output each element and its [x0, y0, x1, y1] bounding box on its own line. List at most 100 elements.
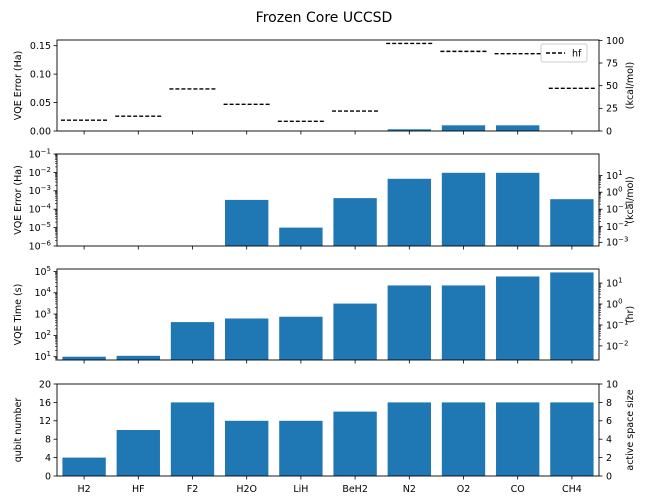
y-right-tick-label: 50 — [606, 81, 618, 92]
y-tick-label: 8 — [45, 435, 51, 446]
y-tick-label: 105 — [34, 265, 51, 278]
x-tick-label: H2 — [77, 484, 90, 495]
bar-lih — [279, 227, 323, 246]
y-tick-label: 10−3 — [29, 184, 51, 197]
y-right-tick-label: 8 — [606, 398, 612, 409]
y-tick-label: 0.05 — [30, 98, 51, 109]
bar-n2 — [387, 402, 431, 476]
x-tick-label: BeH2 — [342, 484, 368, 495]
bar-h2o — [225, 420, 269, 476]
y-tick-label: 20 — [39, 379, 51, 390]
bar-h2 — [62, 457, 106, 476]
chart-title: Frozen Core UCCSD — [256, 10, 393, 26]
bar-f2 — [170, 402, 215, 476]
bar-lih — [279, 420, 323, 476]
x-tick-label: LiH — [293, 484, 308, 495]
y-tick-label: 0.00 — [30, 126, 51, 137]
bar-beh2 — [333, 411, 377, 476]
panel-4: 0 4 8 12 16 20 0 2 4 6 8 10 H2 HF F2 H2O LiH BeH2 N2 O2 CO CH… — [13, 379, 636, 495]
bar-h2o — [225, 318, 269, 360]
y-right-tick-label: 25 — [606, 104, 618, 115]
y-tick-label: 10−6 — [29, 239, 52, 252]
x-tick-label: H2O — [236, 484, 257, 495]
y-right-axis-label: (hr) — [625, 306, 636, 323]
y-right-axis-label: (kcal/mol) — [625, 176, 636, 224]
bar-beh2 — [333, 303, 377, 360]
axes-frame — [56, 39, 600, 132]
y-right-tick-label: 10−1 — [606, 318, 628, 331]
y-tick-label: 10−4 — [29, 203, 52, 216]
y-tick-label: 101 — [34, 350, 51, 363]
bar-o2 — [441, 172, 486, 246]
x-tick-label: CO — [511, 484, 525, 495]
y-tick-label: 10−5 — [29, 221, 51, 234]
y-axis-label: qubit number — [13, 398, 24, 463]
bar-o2 — [441, 285, 486, 360]
x-tick-label: CH4 — [562, 484, 582, 495]
bar-o2 — [441, 402, 486, 476]
y-right-tick-label: 4 — [606, 435, 612, 446]
y-axis-label: VQE Error (Ha) — [13, 165, 24, 235]
x-tick-label: N2 — [403, 484, 416, 495]
bar-o2 — [441, 125, 486, 131]
bar-co — [496, 125, 540, 131]
y-right-tick-label: 100 — [606, 36, 624, 47]
bar-co — [496, 402, 540, 476]
y-right-axis-label: (kcal/mol) — [625, 62, 636, 110]
y-tick-label: 12 — [39, 416, 51, 427]
y-right-tick-label: 0 — [606, 126, 612, 137]
y-axis-label: VQE Time (s) — [13, 284, 24, 346]
y-right-tick-label: 75 — [606, 58, 618, 69]
legend-label: hf — [572, 49, 582, 60]
bar-f2 — [170, 322, 215, 360]
y-tick-label: 10−1 — [29, 147, 51, 160]
bar-co — [496, 276, 540, 360]
panel-2: 10−6 10−5 10−4 10−3 10−2 10−1 10−3 10−2 10−1 100 1… — [13, 147, 636, 252]
y-right-tick-label: 10−2 — [606, 220, 628, 233]
y-tick-label: 4 — [45, 453, 51, 464]
x-tick-label: O2 — [457, 484, 471, 495]
y-right-tick-label: 100 — [606, 186, 623, 199]
y-tick-label: 16 — [39, 398, 51, 409]
bar-ch4 — [550, 199, 594, 246]
y-right-axis-label: active space size — [625, 389, 636, 470]
bar-ch4 — [550, 272, 594, 360]
y-right-tick-label: 10−2 — [606, 339, 628, 352]
x-tick-label: F2 — [187, 484, 199, 495]
bar-n2 — [387, 285, 431, 360]
y-tick-label: 102 — [34, 329, 51, 342]
y-tick-label: 103 — [34, 307, 51, 320]
y-tick-label: 0.15 — [30, 41, 51, 52]
bar-n2 — [387, 129, 431, 131]
bar-h2o — [225, 199, 269, 246]
y-tick-label: 104 — [34, 286, 51, 299]
x-tick-label: HF — [132, 484, 145, 495]
y-right-tick-label: 10−1 — [606, 203, 628, 216]
bar-h2 — [62, 356, 106, 360]
panel-3: 101 102 103 104 105 10−2 10−1 100 101 VQE Time (s… — [13, 265, 636, 364]
y-tick-label: 0.10 — [30, 70, 51, 81]
bar-hf — [116, 430, 160, 476]
panel-1: hf 0.00 0.05 0.10 0.15 0 25 50 75 100 VQE Error (H… — [13, 36, 636, 138]
bar-hf — [116, 355, 160, 360]
y-right-tick-label: 0 — [606, 471, 612, 482]
y-right-tick-label: 10−3 — [606, 236, 628, 249]
bar-co — [496, 172, 540, 246]
bar-beh2 — [333, 198, 377, 246]
y-axis-label: VQE Error (Ha) — [13, 51, 24, 121]
y-tick-label: 10−2 — [29, 166, 51, 179]
y-right-tick-label: 101 — [606, 169, 623, 182]
y-right-tick-label: 10 — [606, 379, 618, 390]
bar-n2 — [387, 178, 431, 246]
y-right-tick-label: 2 — [606, 453, 612, 464]
y-right-tick-label: 100 — [606, 297, 623, 310]
axes-frame — [56, 153, 600, 247]
bar-ch4 — [550, 402, 594, 476]
axes-frame — [56, 383, 600, 477]
y-right-tick-label: 6 — [606, 416, 612, 427]
y-right-tick-label: 101 — [606, 277, 623, 290]
axes-frame — [56, 268, 600, 361]
bar-lih — [279, 316, 323, 360]
y-tick-label: 0 — [45, 471, 51, 482]
